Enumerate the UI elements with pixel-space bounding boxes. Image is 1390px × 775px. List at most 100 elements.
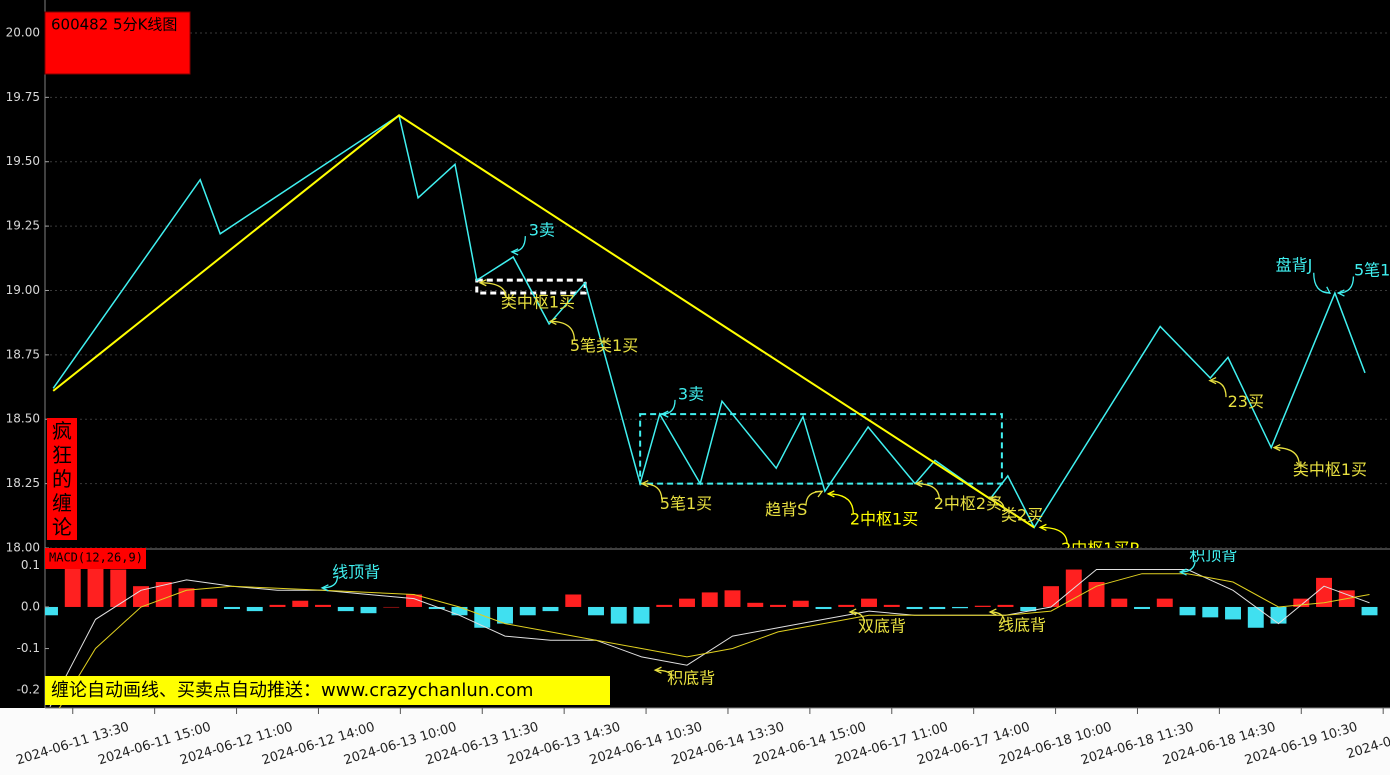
macd-bar [110, 569, 127, 607]
banner-box [45, 676, 610, 705]
annotation: 5笔类1买 [570, 336, 638, 355]
annotation: 积底背 [667, 669, 715, 688]
macd-bar [656, 604, 673, 607]
macd-bar [542, 606, 559, 612]
y-tick-label: 19.50 [6, 154, 40, 168]
macd-bar [292, 600, 309, 607]
annotation: 线顶背 [332, 562, 380, 581]
chart-title: 600482 5分K线图 [51, 16, 177, 34]
macd-bar [747, 602, 764, 607]
price-pane: 3卖类中枢1买5笔类1买3卖5笔1买趋背S2中枢1买2中枢2买类2买2中枢1买P… [45, 32, 1390, 558]
macd-bar [974, 605, 991, 607]
macd-bar [45, 606, 58, 616]
annotation-arrow [661, 399, 676, 415]
side-label-box [47, 418, 77, 540]
macd-bar [315, 604, 331, 607]
annotation-arrowhead [640, 479, 649, 488]
title-box [44, 11, 191, 75]
annotation: 5笔1买 [660, 494, 712, 513]
annotation-arrow [990, 498, 1006, 512]
annotation: 趋背S [765, 500, 807, 519]
annotation-arrow [1040, 526, 1068, 544]
annotation: 2中枢1买 [850, 509, 918, 528]
annotation-arrowhead [653, 666, 662, 674]
annotation-arrow [1180, 560, 1196, 573]
annotation-arrowhead [848, 608, 857, 616]
macd-bar [588, 606, 604, 616]
annotation-arrowhead [320, 584, 329, 592]
macd-bar [155, 582, 172, 607]
macd-bar [1361, 606, 1378, 616]
macd-bar [1156, 598, 1173, 607]
macd-bar [178, 588, 195, 607]
annotation-arrowhead [988, 608, 997, 616]
annotation-arrowhead [1038, 523, 1047, 532]
macd-bar [1225, 606, 1241, 620]
y-tick-label: 18.75 [6, 347, 40, 361]
annotation: 2中枢2买 [934, 494, 1002, 513]
annotation: 23买 [1228, 392, 1264, 411]
y-tick-label: 19.25 [6, 219, 40, 233]
macd-label-box [45, 548, 146, 569]
stroke-line [52, 114, 1366, 529]
y-tick-label: 0.1 [21, 558, 40, 572]
macd-bar [1020, 606, 1037, 612]
macd-bar [679, 598, 695, 607]
macd-label: MACD(12,26,9) [49, 551, 143, 565]
macd-bar [246, 606, 263, 612]
y-tick-label: 18.25 [6, 476, 40, 490]
macd-bar [497, 606, 513, 624]
annotation-arrowhead [988, 495, 997, 503]
macd-bar [201, 598, 218, 607]
annotation: 双底背 [858, 616, 906, 635]
macd-bar [1247, 606, 1264, 628]
macd-bar [565, 594, 582, 607]
annotation: 类中枢1买 [501, 292, 575, 311]
annotation-arrowhead [1208, 376, 1217, 385]
macd-bar [451, 606, 468, 616]
y-tick-label: 20.00 [6, 25, 40, 39]
annotation-arrowhead [815, 490, 824, 498]
annotation-arrow [915, 482, 940, 500]
macd-bar [997, 604, 1014, 607]
macd-bar [269, 604, 286, 607]
annotation-arrow [828, 493, 854, 514]
annotation-arrowhead [660, 410, 669, 418]
annotation-arrow [1273, 446, 1300, 465]
macd-bar [883, 604, 900, 607]
macd-bar [474, 606, 491, 628]
annotation-arrowhead [478, 279, 487, 287]
macd-bar [1179, 606, 1196, 616]
macd-bar [64, 561, 81, 607]
annotation-arrow [1338, 276, 1355, 294]
annotation-arrow [1209, 379, 1227, 398]
macd-bar [952, 606, 968, 609]
macd-bar [815, 606, 832, 610]
annotation-arrow [511, 236, 526, 253]
annotation-arrowhead [1336, 289, 1345, 297]
macd-bar [610, 606, 627, 624]
annotation: 2中枢1买P [1061, 539, 1139, 558]
annotation: 线底背 [998, 615, 1046, 634]
y-tick-label: 18.00 [6, 541, 40, 555]
annotation-arrowhead [1178, 568, 1187, 576]
annotation-arrowhead [548, 317, 557, 326]
side-label: 疯狂的缠论 [52, 419, 72, 539]
macd-bar [724, 590, 741, 607]
macd-bar [1316, 577, 1332, 607]
y-tick-label: 19.00 [6, 283, 40, 297]
annotation-arrow [550, 320, 576, 341]
annotation: 类2买 [1001, 506, 1043, 525]
macd-bar [383, 606, 400, 608]
annotation-arrowhead [914, 479, 923, 488]
annotation-arrow [479, 282, 507, 298]
y-tick-label: -0.2 [17, 683, 40, 697]
annotation-arrowhead [826, 490, 835, 498]
annotation-arrowhead [1272, 443, 1281, 452]
macd-bar [87, 561, 104, 607]
macd-bar [1111, 598, 1128, 607]
indicator-line [49, 569, 1370, 708]
banner: 缠论自动画线、买卖点自动推送：www.crazychanlun.com [51, 680, 533, 701]
